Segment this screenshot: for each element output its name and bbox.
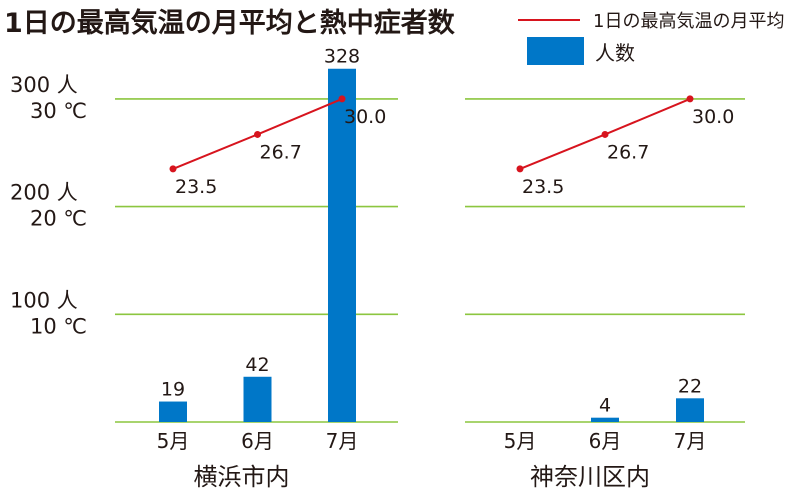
temperature-point	[686, 95, 694, 103]
y-tick-temp: 10 ℃	[30, 314, 87, 338]
bar-value-label: 19	[161, 379, 185, 401]
y-tick-people: 100 人	[10, 288, 78, 312]
x-tick-label: 7月	[674, 429, 707, 453]
temperature-point	[254, 130, 261, 138]
chart-title: 1日の最高気温の月平均と熱中症者数	[4, 7, 456, 39]
y-tick-people: 200 人	[10, 181, 78, 205]
legend-line-label: 1日の最高気温の月平均	[593, 11, 784, 32]
temperature-label: 26.7	[260, 141, 302, 163]
chart-panel: 19 5月 42 6月 328 7月 23.5 26.7 30.0 横浜市内	[115, 46, 398, 491]
temperature-point	[169, 165, 177, 173]
bar-value-label: 328	[324, 46, 360, 68]
bar	[243, 376, 272, 422]
bar	[328, 68, 356, 422]
chart-panel: 5月 4 6月 22 7月 23.5 26.7 30.0 神奈川区内	[465, 95, 745, 491]
temperature-point	[516, 165, 524, 173]
panel-title: 神奈川区内	[530, 463, 650, 491]
legend-bar-swatch	[527, 37, 584, 65]
bar	[159, 401, 187, 422]
bar	[676, 398, 704, 422]
y-tick-temp: 30 ℃	[30, 99, 87, 123]
x-tick-label: 5月	[157, 429, 190, 453]
bar	[591, 417, 619, 422]
bar-value-label: 22	[678, 375, 702, 397]
y-tick-people: 300 人	[10, 73, 78, 97]
x-tick-label: 6月	[589, 429, 622, 453]
x-tick-label: 5月	[504, 429, 537, 453]
x-tick-label: 7月	[326, 429, 359, 453]
temperature-point	[338, 95, 346, 103]
temperature-label: 23.5	[522, 176, 564, 198]
temperature-point	[601, 130, 609, 138]
temperature-label: 23.5	[175, 176, 217, 198]
bar-value-label: 4	[599, 395, 611, 417]
temperature-label: 30.0	[692, 106, 734, 128]
temperature-label: 26.7	[607, 141, 649, 163]
legend-bar-label: 人数	[595, 41, 635, 65]
panel-title: 横浜市内	[194, 463, 290, 491]
bar-value-label: 42	[245, 354, 269, 376]
y-tick-temp: 20 ℃	[30, 207, 87, 231]
x-tick-label: 6月	[241, 429, 274, 453]
temperature-label: 30.0	[344, 106, 386, 128]
